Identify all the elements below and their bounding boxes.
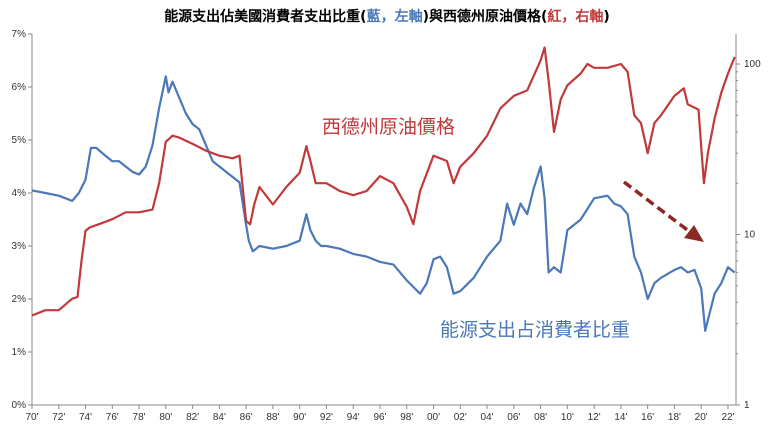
x-tick-label: 78' bbox=[133, 412, 146, 423]
x-tick-label: 12' bbox=[588, 412, 601, 423]
y-right-ticks: 1 10 100 bbox=[736, 59, 761, 411]
x-tick-label: 90' bbox=[293, 412, 306, 423]
blue-series-label: 能源支出占消費者比重 bbox=[440, 319, 630, 341]
y-left-ticks: 0% 1% 2% 3% 4% 5% 6% 7% bbox=[12, 29, 32, 411]
title-part-3: ) bbox=[603, 9, 609, 25]
x-tick-label: 80' bbox=[159, 412, 172, 423]
y-left-tick-label: 4% bbox=[12, 188, 27, 199]
x-tick-label: 10' bbox=[561, 412, 574, 423]
y-left-tick-label: 3% bbox=[12, 241, 27, 252]
x-tick-label: 82' bbox=[186, 412, 199, 423]
x-tick-label: 14' bbox=[614, 412, 627, 423]
x-tick-label: 74' bbox=[79, 412, 92, 423]
x-tick-label: 72' bbox=[52, 412, 65, 423]
chart-title: 能源支出佔美國消費者支出比重(藍，左軸)與西德州原油價格(紅，右軸) bbox=[164, 8, 610, 25]
y-right-tick-label: 1 bbox=[744, 400, 750, 411]
axes bbox=[31, 34, 737, 406]
title-blue-word: 藍，左軸 bbox=[367, 8, 423, 25]
x-tick-label: 18' bbox=[668, 412, 681, 423]
y-left-tick-label: 1% bbox=[12, 347, 27, 358]
x-tick-label: 00' bbox=[427, 412, 440, 423]
trend-arrow-head bbox=[684, 225, 704, 242]
x-tick-label: 96' bbox=[373, 412, 386, 423]
oil-price-line bbox=[31, 46, 736, 317]
x-tick-label: 88' bbox=[266, 412, 279, 423]
y-left-tick-label: 5% bbox=[12, 135, 27, 146]
series-lines bbox=[31, 46, 736, 332]
title-part-1: 能源支出佔美國消費者支出比重( bbox=[164, 8, 366, 25]
trend-arrow-shaft bbox=[622, 180, 692, 234]
y-left-tick-label: 7% bbox=[12, 29, 27, 40]
red-series-label: 西德州原油價格 bbox=[322, 116, 455, 138]
y-left-tick-label: 6% bbox=[12, 82, 27, 93]
x-tick-label: 04' bbox=[481, 412, 494, 423]
x-tick-label: 16' bbox=[641, 412, 654, 423]
x-tick-label: 70' bbox=[25, 412, 38, 423]
x-tick-label: 94' bbox=[347, 412, 360, 423]
x-tick-label: 86' bbox=[240, 412, 253, 423]
y-left-tick-label: 0% bbox=[12, 400, 27, 411]
title-red-word: 紅，右軸 bbox=[547, 8, 603, 25]
energy-share-line bbox=[31, 75, 736, 332]
x-tick-label: 84' bbox=[213, 412, 226, 423]
x-tick-label: 06' bbox=[507, 412, 520, 423]
x-tick-label: 08' bbox=[534, 412, 547, 423]
y-left-tick-label: 2% bbox=[12, 294, 27, 305]
x-tick-label: 76' bbox=[106, 412, 119, 423]
trend-arrow bbox=[622, 180, 704, 242]
x-tick-label: 22' bbox=[721, 412, 734, 423]
y-right-tick-label: 10 bbox=[744, 230, 756, 241]
x-tick-label: 98' bbox=[400, 412, 413, 423]
x-tick-label: 20' bbox=[695, 412, 708, 423]
x-ticks: 70' 72' 74' 76' 78' 80' 82' 84' 86' 88' 90' 92' 94' 9… bbox=[25, 405, 735, 423]
x-tick-label: 02' bbox=[454, 412, 467, 423]
title-part-2: )與西德州原油價格( bbox=[423, 8, 548, 25]
x-tick-label: 92' bbox=[320, 412, 333, 423]
y-right-tick-label: 100 bbox=[744, 59, 761, 70]
